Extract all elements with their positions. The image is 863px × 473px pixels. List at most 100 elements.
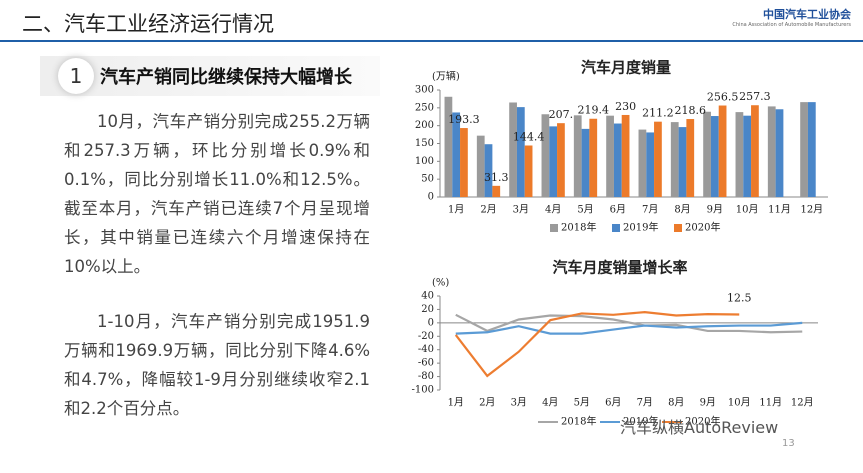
bar xyxy=(703,111,711,197)
bar xyxy=(516,107,525,197)
y-tick-label: 20 xyxy=(421,304,434,315)
y-axis-label: (万辆) xyxy=(432,70,460,83)
bar xyxy=(444,96,453,197)
bar xyxy=(452,112,461,197)
y-tick-label: 50 xyxy=(421,174,434,185)
title-rule xyxy=(0,40,863,42)
bar xyxy=(524,145,533,197)
y-tick-label: 300 xyxy=(415,85,434,96)
bar xyxy=(638,129,647,197)
legend-swatch xyxy=(674,224,682,232)
legend-label: 2020年 xyxy=(685,221,720,234)
bar xyxy=(800,102,808,197)
watermark: 汽车纵横AutoReview xyxy=(620,418,779,437)
data-label: 31.3 xyxy=(484,171,509,184)
bar xyxy=(606,115,614,197)
logo: 中国汽车工业协会 China Association of Automobile … xyxy=(732,6,851,28)
data-label: 257.3 xyxy=(739,90,771,103)
logo-cn: 中国汽车工业协会 xyxy=(763,8,851,21)
data-label: 207. xyxy=(549,108,574,121)
bar xyxy=(541,114,550,197)
bar xyxy=(743,115,752,197)
bar xyxy=(767,106,776,197)
bar xyxy=(492,185,501,197)
data-label: 218.6 xyxy=(675,104,707,117)
x-tick-label: 10月 xyxy=(728,397,751,409)
bar xyxy=(751,105,759,197)
chart-title: 汽车月度销量 xyxy=(581,59,671,77)
y-tick-label: 0 xyxy=(428,317,434,328)
x-tick-label: 2月 xyxy=(479,397,495,409)
legend-swatch xyxy=(550,224,558,232)
legend-swatch xyxy=(612,224,620,232)
data-label: 211.2 xyxy=(642,107,674,120)
bar xyxy=(476,135,485,197)
x-tick-label: 7月 xyxy=(642,204,658,216)
paragraph: 1-10月，汽车产销分别完成1951.9万辆和1969.9万辆，同比分别下降4.… xyxy=(64,312,370,418)
y-tick-label: -40 xyxy=(418,344,434,355)
x-tick-label: 6月 xyxy=(605,397,621,409)
bar xyxy=(460,128,468,197)
bar xyxy=(775,109,784,197)
legend-label: 2018年 xyxy=(561,221,596,234)
x-tick-label: 1月 xyxy=(448,397,464,409)
bar xyxy=(589,118,598,197)
x-tick-label: 8月 xyxy=(668,397,684,409)
bar xyxy=(613,123,622,197)
bar xyxy=(557,123,565,197)
y-tick-label: 200 xyxy=(415,120,434,131)
bar xyxy=(718,105,727,197)
y-axis-label: (%) xyxy=(432,278,449,289)
bar xyxy=(509,102,517,197)
x-tick-label: 11月 xyxy=(759,397,782,409)
x-tick-label: 9月 xyxy=(707,204,723,216)
data-label: 144.4 xyxy=(513,130,545,143)
x-tick-label: 8月 xyxy=(674,204,690,216)
bar xyxy=(581,128,590,197)
bar xyxy=(621,114,630,197)
page-number: 13 xyxy=(782,438,795,449)
data-label: 256.5 xyxy=(707,91,739,104)
logo-en: China Association of Automobile Manufact… xyxy=(732,22,851,28)
legend-label: 2018年 xyxy=(561,415,596,428)
x-tick-label: 3月 xyxy=(513,204,529,216)
x-tick-label: 12月 xyxy=(800,204,823,216)
y-tick-label: -80 xyxy=(418,371,434,382)
bar xyxy=(807,102,816,197)
y-tick-label: 150 xyxy=(415,138,434,149)
y-tick-label: -60 xyxy=(418,358,434,369)
y-tick-label: -100 xyxy=(412,385,434,396)
chart-title: 汽车月度销量增长率 xyxy=(552,259,687,277)
data-label: 219.4 xyxy=(578,104,610,117)
legend-label: 2019年 xyxy=(623,221,658,234)
x-tick-label: 5月 xyxy=(574,397,590,409)
y-tick-label: 40 xyxy=(421,291,434,302)
bar xyxy=(484,144,493,197)
bar xyxy=(710,116,719,197)
y-tick-label: 250 xyxy=(415,102,434,113)
bar xyxy=(686,119,695,197)
section-heading: 汽车产销同比继续保持大幅增长 xyxy=(100,67,352,88)
legend-label: 2019年 xyxy=(623,415,658,428)
x-tick-label: 6月 xyxy=(610,204,626,216)
bar xyxy=(735,112,744,197)
bar xyxy=(646,132,655,197)
x-tick-label: 1月 xyxy=(448,204,464,216)
paragraph: 10月，汽车产销分别完成255.2万辆和257.3万辆，环比分别增长0.9%和0… xyxy=(64,112,370,276)
line xyxy=(454,311,740,378)
section-number: 1 xyxy=(58,58,94,94)
y-tick-label: 100 xyxy=(415,156,434,167)
bar xyxy=(654,121,662,197)
x-tick-label: 4月 xyxy=(545,204,561,216)
bar xyxy=(549,126,558,197)
line xyxy=(455,313,803,334)
x-tick-label: 10月 xyxy=(736,204,759,216)
slide-title: 二、汽车工业经济运行情况 xyxy=(22,12,274,36)
bar xyxy=(678,127,687,197)
x-tick-label: 11月 xyxy=(768,204,791,216)
y-tick-label: 0 xyxy=(428,192,434,203)
data-label: 193.3 xyxy=(448,113,480,126)
x-tick-label: 2月 xyxy=(480,204,496,216)
x-tick-label: 5月 xyxy=(577,204,593,216)
